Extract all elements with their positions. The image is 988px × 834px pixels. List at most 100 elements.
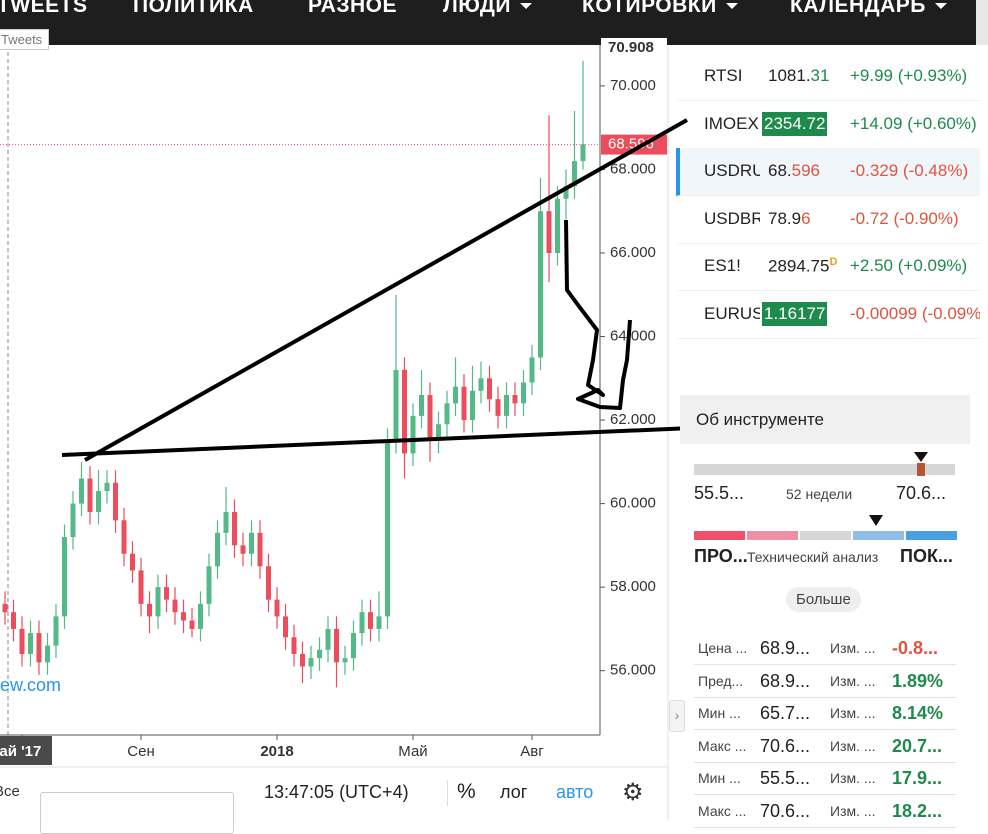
candle-body bbox=[563, 186, 569, 199]
range-high: 70.6... bbox=[896, 483, 947, 503]
price-main: 68. bbox=[768, 161, 792, 180]
y-tick-label: 70.000 bbox=[610, 77, 656, 94]
detail-chg: 17.9... bbox=[892, 768, 943, 788]
detail-value: 68.9... bbox=[760, 670, 811, 691]
price-main: 1081. bbox=[768, 66, 811, 85]
nav-edge bbox=[976, 0, 988, 45]
detail-row: Макс ... 70.6... Изм. ... 18.2... bbox=[694, 795, 956, 828]
candle-body bbox=[427, 395, 433, 441]
detail-label: Пред... bbox=[698, 672, 744, 689]
symbol: IMOEX bbox=[704, 113, 759, 133]
candle-body bbox=[266, 566, 271, 600]
candle-body bbox=[155, 587, 161, 617]
candle-body bbox=[11, 612, 16, 629]
nav-item[interactable]: TWEETS bbox=[0, 0, 88, 17]
top-nav: TWEETS ПОЛИТИКА РАЗНОЕ ЛЮДИ КОТИРОВКИ КАЛЕНДА… bbox=[0, 0, 976, 45]
last-price-label: 68.596 bbox=[608, 136, 654, 153]
candle-body bbox=[2, 603, 8, 613]
more-button[interactable]: Больше bbox=[786, 587, 861, 612]
watchlist-row[interactable]: EURUSD1.16177 -0.00099 (-0.09%) bbox=[676, 291, 980, 339]
x-label-box bbox=[0, 736, 52, 765]
y-tick-label: 60.000 bbox=[610, 495, 656, 512]
change: -0.329 (-0.48%) bbox=[850, 161, 969, 180]
candle-body bbox=[487, 378, 492, 400]
candle-body bbox=[495, 399, 501, 416]
candle-body bbox=[223, 511, 229, 533]
candle-body bbox=[410, 415, 416, 454]
log-button[interactable]: лог bbox=[500, 782, 528, 802]
drawn-arrow bbox=[564, 219, 632, 410]
range-low: 55.5... bbox=[694, 483, 745, 503]
sentiment-pointer bbox=[869, 515, 883, 526]
candle-body bbox=[53, 616, 59, 646]
settings-icon[interactable]: ⚙ bbox=[622, 779, 644, 806]
detail-label: Макс ... bbox=[698, 737, 747, 754]
percent-button[interactable]: % bbox=[457, 780, 476, 803]
panel-handle[interactable]: › bbox=[669, 700, 685, 732]
candle-body bbox=[546, 211, 552, 254]
range-box bbox=[40, 792, 234, 834]
price-main: 2894.75 bbox=[768, 256, 830, 276]
candle-body bbox=[504, 395, 509, 416]
price: 2894.75D bbox=[766, 254, 839, 279]
symbol: ES1! bbox=[704, 256, 741, 275]
nav-item[interactable]: ЛЮДИ bbox=[443, 0, 532, 18]
symbol: EURUSD bbox=[704, 303, 760, 323]
price: 1081.31 bbox=[766, 64, 831, 88]
detail-value: 65.7... bbox=[760, 703, 811, 723]
watchlist-row[interactable]: USDRUB 68.596 -0.329 (-0.48%) bbox=[676, 148, 980, 196]
price-tail: 596 bbox=[791, 161, 821, 180]
x-tick-label: Май '17 bbox=[0, 743, 41, 760]
range-track bbox=[694, 464, 955, 475]
candle-body bbox=[402, 369, 407, 454]
nav-item[interactable]: КАЛЕНДАРЬ bbox=[790, 0, 947, 18]
detail-value: 70.6... bbox=[760, 800, 811, 821]
candle-body bbox=[130, 553, 135, 571]
candle-body bbox=[359, 612, 365, 634]
candle-body bbox=[249, 532, 254, 554]
change: +9.99 (+0.93%) bbox=[850, 66, 968, 85]
candle-body bbox=[121, 520, 127, 554]
candle-body bbox=[436, 424, 441, 441]
price-tail: 31 bbox=[810, 66, 830, 85]
candle-body bbox=[79, 478, 84, 504]
candle-body bbox=[215, 532, 220, 567]
auto-button[interactable]: авто bbox=[556, 782, 594, 802]
price-tail: 7 bbox=[816, 303, 826, 323]
candle-body bbox=[291, 637, 297, 654]
watchlist-row[interactable]: USDBRL 78.96 -0.72 (-0.90%) bbox=[676, 196, 980, 244]
detail-label: Макс ... bbox=[698, 802, 747, 819]
candle-body bbox=[393, 369, 399, 441]
candle-body bbox=[555, 198, 560, 254]
price-tail: 6 bbox=[801, 208, 811, 228]
y-tick-label: 68.000 bbox=[610, 160, 656, 177]
range-button[interactable]: Все bbox=[0, 783, 20, 800]
candle-body bbox=[461, 386, 467, 421]
watchlist-row[interactable]: RTSI 1081.31 +9.99 (+0.93%) bbox=[676, 53, 980, 101]
watchlist-row[interactable]: IMOEX 2354.72 +14.09 (+0.60%) bbox=[676, 101, 980, 149]
sentiment-segment bbox=[906, 531, 957, 540]
nav-item[interactable]: ПОЛИТИКА bbox=[133, 0, 254, 17]
candle-body bbox=[521, 382, 526, 404]
watchlist-row[interactable]: ES1! 2894.75D +2.50 (+0.09%) bbox=[676, 243, 980, 291]
drawn-line bbox=[61, 426, 693, 457]
y-tick-label: 64.000 bbox=[610, 328, 656, 345]
candle-body bbox=[62, 537, 67, 617]
price: 78.96 bbox=[766, 207, 813, 231]
watermark: ew.com bbox=[0, 675, 61, 695]
candle-body bbox=[113, 482, 118, 521]
detail-row: Мин ... 65.7... Изм. ... 8.14% bbox=[694, 697, 956, 730]
plot-area bbox=[0, 45, 600, 735]
y-tick-label: 62.000 bbox=[610, 411, 656, 428]
y-tick-label: 58.000 bbox=[610, 578, 656, 595]
candle-body bbox=[36, 633, 42, 663]
candle-body bbox=[257, 532, 263, 567]
nav-item[interactable]: КОТИРОВКИ bbox=[582, 0, 738, 18]
change: +14.09 (+0.60%) bbox=[850, 113, 977, 133]
details-header[interactable]: Об инструменте bbox=[680, 395, 970, 444]
nav-item[interactable]: РАЗНОЕ bbox=[308, 0, 397, 17]
detail-chg: 1.89% bbox=[892, 670, 944, 691]
price: 68.596 bbox=[766, 159, 822, 183]
detail-label: Мин ... bbox=[698, 705, 741, 721]
candle-body bbox=[300, 653, 305, 667]
